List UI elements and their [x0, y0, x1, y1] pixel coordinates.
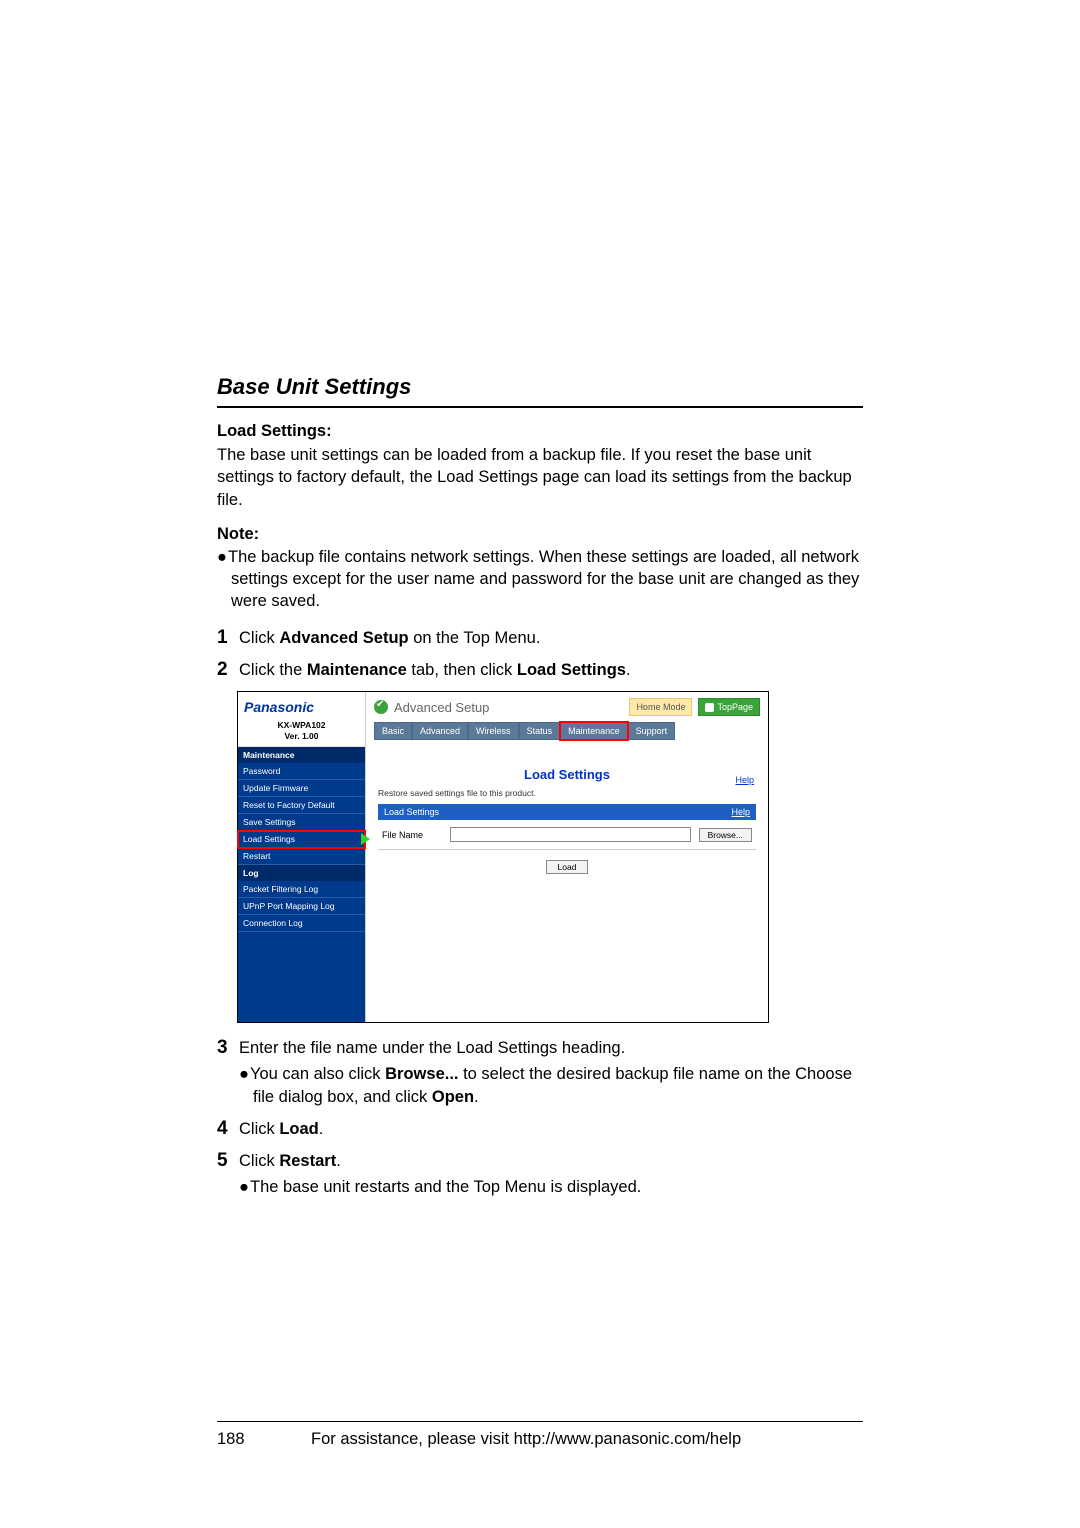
- sidebar-heading-maintenance: Maintenance: [238, 747, 365, 763]
- section-title: Base Unit Settings: [217, 374, 863, 408]
- step-number: 5: [217, 1150, 239, 1199]
- step-body: Click Advanced Setup on the Top Menu.: [239, 627, 863, 649]
- footer-text: For assistance, please visit http://www.…: [311, 1430, 863, 1449]
- step-1: 1 Click Advanced Setup on the Top Menu.: [217, 627, 863, 649]
- sidebar-heading-log: Log: [238, 865, 365, 881]
- sidebar-item-update-firmware[interactable]: Update Firmware: [238, 780, 365, 797]
- tab-row: Basic Advanced Wireless Status Maintenan…: [366, 719, 768, 745]
- step-4: 4 Click Load.: [217, 1118, 863, 1140]
- sidebar-item-reset-factory-default[interactable]: Reset to Factory Default: [238, 797, 365, 814]
- sidebar-item-password[interactable]: Password: [238, 763, 365, 780]
- sidebar-item-save-settings[interactable]: Save Settings: [238, 814, 365, 831]
- step-body: Click Restart. ●The base unit restarts a…: [239, 1150, 863, 1199]
- tab-support[interactable]: Support: [628, 722, 676, 740]
- sidebar-item-load-settings[interactable]: Load Settings: [238, 831, 365, 848]
- page-number: 188: [217, 1430, 311, 1449]
- step-number: 1: [217, 627, 239, 649]
- step-3-sub: ●You can also click Browse... to select …: [239, 1063, 863, 1108]
- content-area: Load Settings Help Restore saved setting…: [366, 745, 768, 1022]
- step-body: Click Load.: [239, 1118, 863, 1140]
- sidebar-nav: Maintenance Password Update Firmware Res…: [238, 747, 365, 1022]
- load-settings-text: The base unit settings can be loaded fro…: [217, 444, 863, 511]
- load-settings-bar: Load Settings Help: [378, 804, 756, 820]
- top-page-button[interactable]: TopPage: [698, 698, 760, 716]
- step-5-sub: ●The base unit restarts and the Top Menu…: [239, 1176, 863, 1198]
- tab-wireless[interactable]: Wireless: [468, 722, 519, 740]
- load-settings-heading: Load Settings:: [217, 422, 863, 441]
- note-label: Note:: [217, 525, 863, 544]
- browse-button[interactable]: Browse...: [699, 828, 752, 842]
- bar-help-link[interactable]: Help: [731, 807, 750, 817]
- check-icon: [374, 700, 388, 714]
- page-footer: 188 For assistance, please visit http://…: [217, 1421, 863, 1449]
- brand-logo: Panasonic: [238, 692, 365, 717]
- step-5: 5 Click Restart. ●The base unit restarts…: [217, 1150, 863, 1199]
- sidebar-item-upnp-port-mapping-log[interactable]: UPnP Port Mapping Log: [238, 898, 365, 915]
- tab-status[interactable]: Status: [519, 722, 561, 740]
- note-item: ●The backup file contains network settin…: [217, 546, 863, 613]
- note-text: The backup file contains network setting…: [228, 548, 859, 611]
- sidebar-item-restart[interactable]: Restart: [238, 848, 365, 865]
- step-number: 3: [217, 1037, 239, 1108]
- top-bar: Advanced Setup Home Mode TopPage: [366, 692, 768, 719]
- embedded-screenshot: Panasonic KX-WPA102 Ver. 1.00 Maintenanc…: [237, 691, 769, 1023]
- arrow-icon: [361, 833, 370, 845]
- load-settings-title: Load Settings: [378, 767, 756, 782]
- help-link[interactable]: Help: [735, 775, 754, 785]
- step-3: 3 Enter the file name under the Load Set…: [217, 1037, 863, 1108]
- home-mode-badge[interactable]: Home Mode: [629, 698, 692, 716]
- tab-basic[interactable]: Basic: [374, 722, 412, 740]
- load-settings-desc: Restore saved settings file to this prod…: [378, 788, 756, 798]
- advanced-setup-title: Advanced Setup: [394, 700, 489, 715]
- step-body: Enter the file name under the Load Setti…: [239, 1037, 863, 1108]
- home-icon: [705, 703, 714, 712]
- screenshot-main: Advanced Setup Home Mode TopPage Basic A…: [366, 692, 768, 1022]
- file-row: File Name Browse...: [378, 820, 756, 850]
- bar-label: Load Settings: [384, 807, 439, 817]
- tab-maintenance[interactable]: Maintenance: [560, 722, 628, 740]
- step-number: 2: [217, 659, 239, 681]
- file-name-label: File Name: [382, 830, 442, 840]
- sidebar-item-packet-filtering-log[interactable]: Packet Filtering Log: [238, 881, 365, 898]
- step-number: 4: [217, 1118, 239, 1140]
- screenshot-sidebar: Panasonic KX-WPA102 Ver. 1.00 Maintenanc…: [238, 692, 366, 1022]
- version-label: Ver. 1.00: [238, 731, 365, 747]
- sidebar-item-connection-log[interactable]: Connection Log: [238, 915, 365, 932]
- model-label: KX-WPA102: [238, 717, 365, 731]
- tab-advanced[interactable]: Advanced: [412, 722, 468, 740]
- step-body: Click the Maintenance tab, then click Lo…: [239, 659, 863, 681]
- step-2: 2 Click the Maintenance tab, then click …: [217, 659, 863, 681]
- load-button[interactable]: Load: [546, 860, 589, 874]
- file-name-input[interactable]: [450, 827, 691, 842]
